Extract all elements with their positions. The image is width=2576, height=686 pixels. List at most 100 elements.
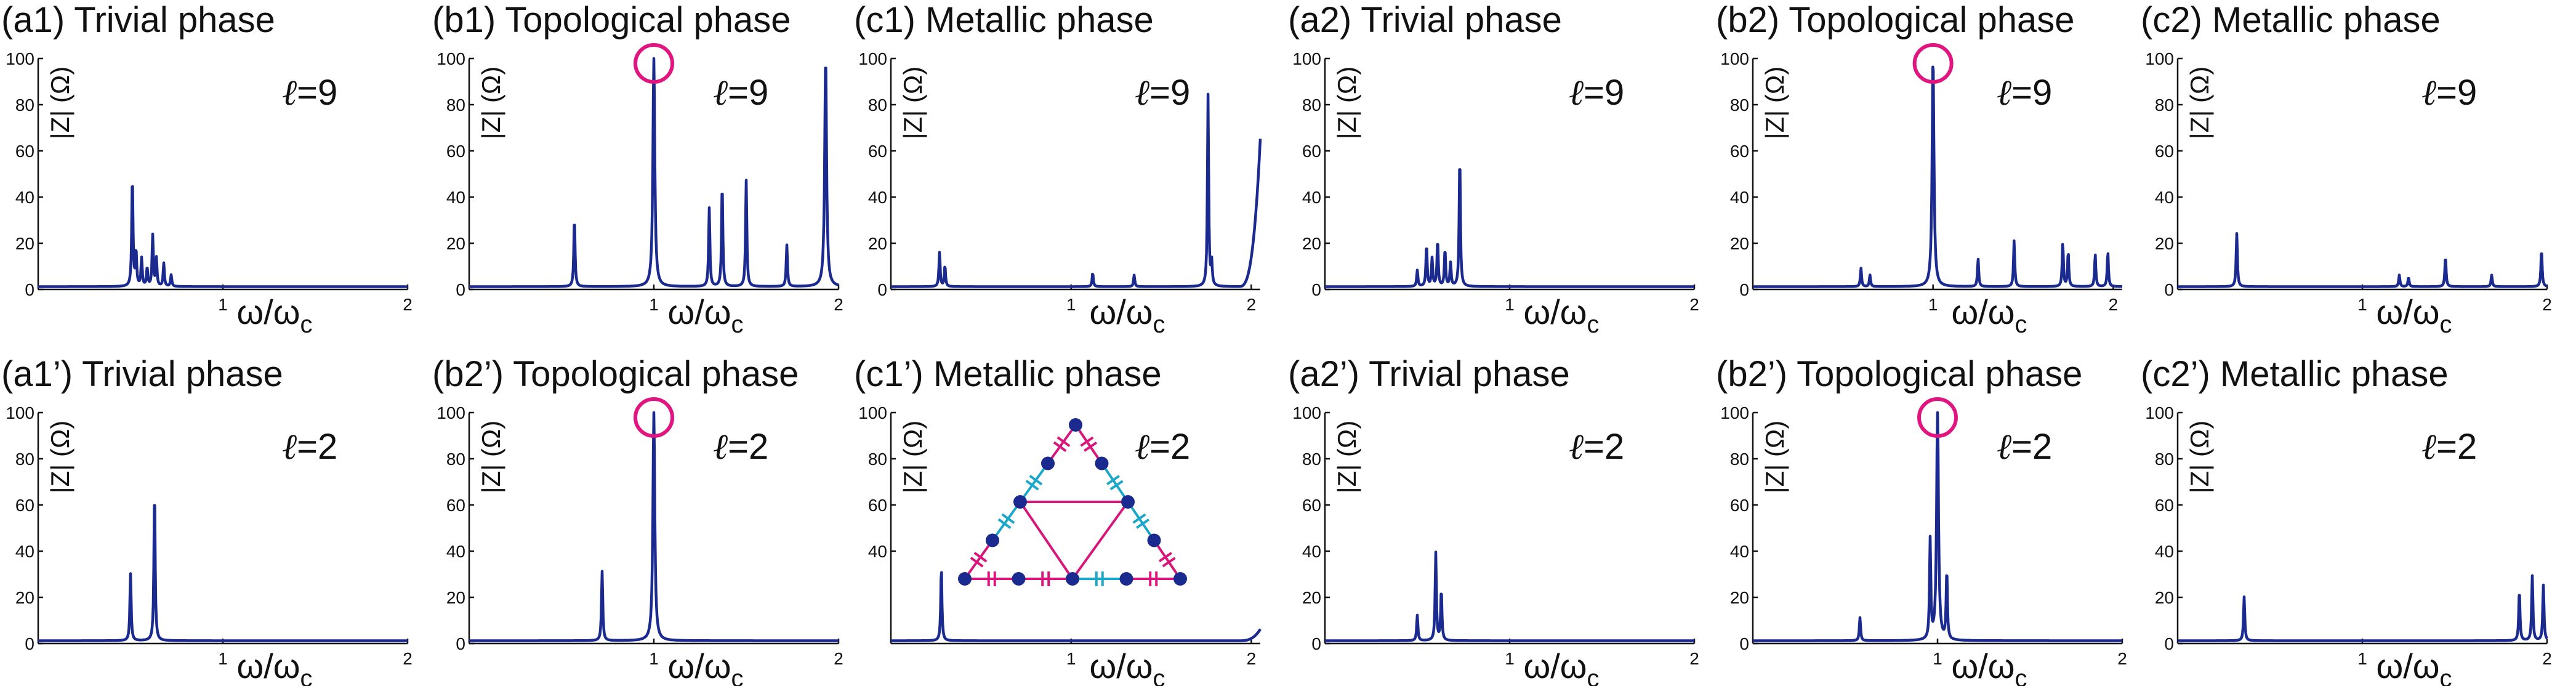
- capacitor-plate: [1025, 480, 1039, 491]
- capacitor-wire: [1153, 539, 1181, 580]
- ell-label: ℓ=9: [1997, 71, 2052, 113]
- x-tick-label: 1: [649, 649, 659, 668]
- y-tick-label: 20: [15, 234, 34, 253]
- y-axis-label: |Z| (Ω): [2185, 421, 2214, 494]
- x-tick-label: 1: [218, 295, 228, 314]
- impedance-curve: [37, 185, 409, 288]
- y-tick-label: 20: [446, 588, 465, 607]
- y-tick-label: 100: [2145, 49, 2174, 68]
- y-tick-label: 60: [868, 142, 887, 161]
- x-tick-label: 2: [403, 649, 413, 668]
- y-tick-label: 100: [6, 403, 34, 422]
- y-tick-label: 0: [1739, 280, 1749, 299]
- highlight-circle: [634, 397, 674, 438]
- x-axis-label: ω/ωc: [236, 647, 312, 686]
- x-tick-label: 1: [2357, 649, 2367, 668]
- y-tick-label: 40: [2155, 188, 2174, 207]
- y-axis-label: |Z| (Ω): [1760, 67, 1789, 140]
- y-axis-label: |Z| (Ω): [477, 421, 505, 494]
- y-tick-label: 20: [868, 234, 887, 253]
- x-axis-label: ω/ωc: [1523, 647, 1599, 686]
- y-tick-label: 60: [446, 496, 465, 515]
- capacitor-plate: [1057, 436, 1071, 447]
- capacitor-plate: [997, 518, 1012, 529]
- y-tick-label: 20: [1302, 588, 1321, 607]
- x-axis-label: ω/ωc: [1089, 293, 1165, 338]
- panel-b2p: (b2’) Topological phase 0 20 40 60 80 100 1 2 |Z|…: [1716, 354, 2127, 686]
- y-tick-label: 80: [868, 95, 887, 115]
- y-tick-label: 80: [2155, 95, 2174, 115]
- circuit-node: [1069, 418, 1082, 432]
- y-tick-label: 100: [1720, 49, 1749, 68]
- y-tick-label: 40: [1302, 188, 1321, 207]
- y-tick-label: 20: [1730, 588, 1749, 607]
- y-tick-label: 40: [15, 188, 34, 207]
- inner-wire: [1019, 501, 1074, 580]
- capacitor-plate: [1001, 513, 1015, 524]
- y-tick-label: 80: [868, 450, 887, 469]
- y-axis-label: |Z| (Ω): [46, 67, 74, 140]
- highlight-circle: [1917, 397, 1958, 438]
- y-tick-label: 40: [1730, 188, 1749, 207]
- capacitor-plate: [1132, 513, 1146, 524]
- circuit-node: [1173, 572, 1187, 586]
- y-tick-label: 60: [15, 496, 34, 515]
- x-tick-label: 1: [1505, 295, 1515, 314]
- circuit-node: [1121, 495, 1135, 509]
- ell-label: ℓ=2: [1569, 426, 1624, 467]
- capacitor-wire: [964, 539, 994, 580]
- y-axis-label: |Z| (Ω): [1760, 421, 1789, 494]
- y-tick-label: 100: [858, 49, 887, 68]
- y-tick-label: 60: [1302, 142, 1321, 161]
- x-tick-label: 2: [2542, 295, 2552, 314]
- y-tick-label: 0: [1739, 634, 1749, 653]
- panel-title: (c2) Metallic phase: [2141, 0, 2441, 40]
- panel-title: (a2) Trivial phase: [1288, 0, 1562, 40]
- y-tick-label: 0: [1311, 280, 1321, 299]
- y-tick-label: 60: [446, 142, 465, 161]
- x-tick-label: 1: [1066, 295, 1076, 314]
- capacitor-plate: [970, 557, 984, 568]
- capacitor-plate: [1158, 552, 1172, 563]
- inner-wire: [1071, 501, 1129, 580]
- impedance-curve: [468, 57, 840, 288]
- panel-title: (b1) Topological phase: [432, 0, 791, 40]
- impedance-curve: [890, 92, 1262, 288]
- capacitor-plate: [1106, 475, 1120, 486]
- ell-label: ℓ=2: [713, 426, 768, 467]
- y-tick-label: 40: [868, 188, 887, 207]
- circuit-node: [1119, 572, 1133, 586]
- panel-title: (a2’) Trivial phase: [1288, 354, 1570, 394]
- y-axis-label: |Z| (Ω): [898, 67, 927, 140]
- capacitor-wire: [991, 501, 1021, 541]
- panel-a1p: (a1’) Trivial phase 0 20 40 60 80 100 1 2 |Z| (Ω)…: [1, 354, 413, 686]
- x-axis-label: ω/ωc: [1951, 293, 2027, 338]
- y-tick-label: 0: [456, 634, 465, 653]
- x-axis-label: ω/ωc: [1089, 647, 1165, 686]
- y-tick-label: 0: [1311, 634, 1321, 653]
- ell-label: ℓ=2: [1997, 426, 2052, 467]
- panel-title: (a1’) Trivial phase: [1, 354, 283, 394]
- x-tick-label: 2: [1689, 649, 1699, 668]
- y-tick-label: 20: [446, 234, 465, 253]
- panel-title: (b2’) Topological phase: [1716, 354, 2082, 394]
- capacitor-plate: [1136, 518, 1150, 529]
- y-tick-label: 0: [456, 280, 465, 299]
- panel-c2: (c2) Metallic phase 0 20 40 60 80 100 1 2 |Z| (Ω)…: [2141, 0, 2552, 338]
- capacitor-plate: [973, 552, 988, 563]
- impedance-curve: [2176, 574, 2548, 642]
- y-tick-label: 80: [1730, 450, 1749, 469]
- y-tick-label: 40: [446, 542, 465, 561]
- panel-a1: (a1) Trivial phase 0 20 40 60 80 100 1 2 |Z| (Ω) ω…: [1, 0, 413, 338]
- y-axis-label: |Z| (Ω): [898, 421, 927, 494]
- impedance-curve: [1324, 168, 1696, 288]
- capacitor-plate: [1162, 557, 1176, 568]
- y-tick-label: 20: [2155, 588, 2174, 607]
- ell-label: ℓ=2: [2421, 426, 2477, 467]
- y-tick-label: 80: [2155, 450, 2174, 469]
- inset-circuit-diagram: [958, 418, 1187, 586]
- panel-b2: (b2) Topological phase 0 20 40 60 80 100 1 2 |Z| …: [1716, 0, 2123, 338]
- y-axis-label: |Z| (Ω): [477, 67, 505, 140]
- x-tick-label: 2: [2109, 295, 2119, 314]
- y-tick-label: 80: [1730, 95, 1749, 115]
